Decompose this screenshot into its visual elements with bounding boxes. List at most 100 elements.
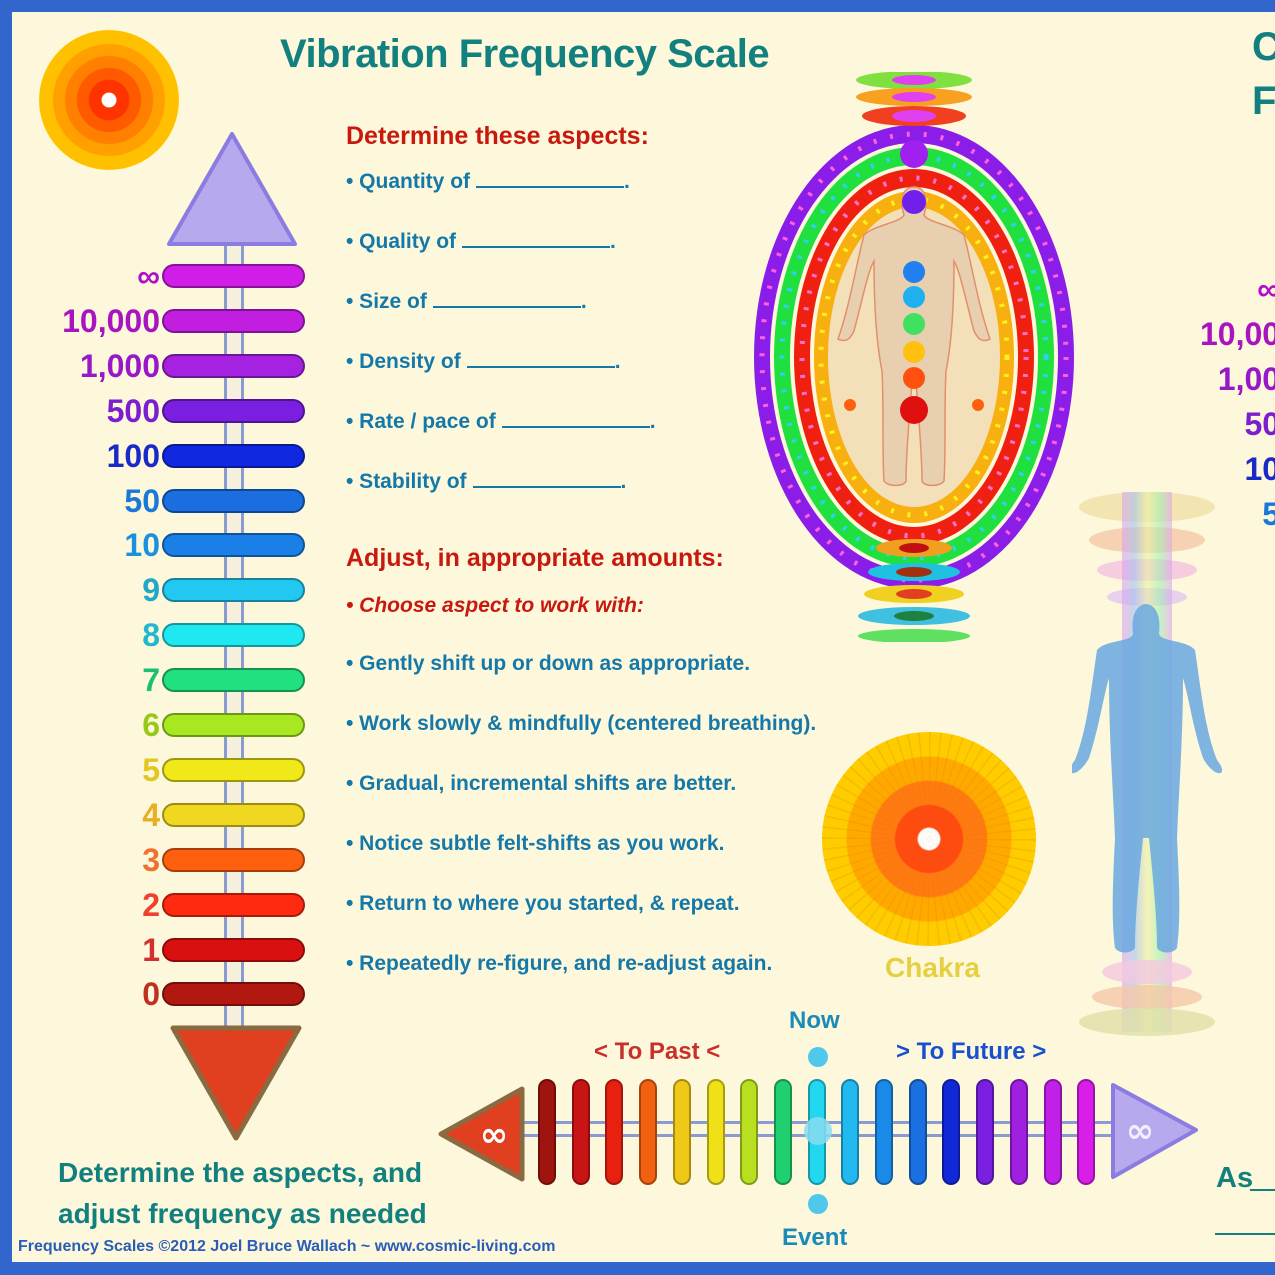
scale-level-label: ∞ [137, 258, 160, 294]
determine-item-label: • Quantity of [346, 170, 471, 193]
past-infinity-arrow-icon: ∞ [438, 1086, 525, 1182]
scale-level: 500 [12, 389, 322, 433]
svg-text:∞: ∞ [480, 1115, 508, 1155]
determine-item-label: • Quality of [346, 230, 457, 253]
scale-level-label: 2 [142, 886, 160, 923]
adjust-item: • Return to where you started, & repeat. [346, 892, 740, 915]
adjust-item: • Gently shift up or down as appropriate… [346, 652, 751, 675]
footer-credit: Frequency Scales ©2012 Joel Bruce Wallac… [18, 1238, 556, 1255]
timeline-bar [672, 1079, 691, 1185]
scale-level-bar [162, 578, 305, 603]
scale-level-bar [162, 264, 305, 288]
fill-in-blank [501, 412, 650, 428]
scale-level-bar [162, 937, 305, 962]
chakra-label: Chakra [885, 952, 980, 983]
scale-level-label: 0 [142, 976, 160, 1013]
page-title: Vibration Frequency Scale [280, 32, 770, 76]
scale-level: 8 [12, 613, 322, 657]
scale-level-label: 50 [124, 482, 160, 519]
scale-level: 4 [12, 793, 322, 837]
scale-level: 2 [12, 883, 322, 927]
event-dot [808, 1194, 828, 1214]
scale-level: 7 [12, 658, 322, 702]
timeline-bar [773, 1079, 792, 1185]
scale-level-bar [162, 847, 305, 872]
scale-level: 0 [12, 972, 322, 1016]
timeline-bar [740, 1079, 759, 1185]
determine-item: • Stability of. [346, 470, 627, 493]
determine-item: • Rate / pace of. [346, 410, 656, 433]
adjust-heading: Adjust, in appropriate amounts: [346, 544, 724, 572]
scale-level-label: 10,000 [62, 302, 160, 339]
scale-level: 10 [12, 523, 322, 567]
scale-level-label: 100 [106, 437, 160, 474]
frequency-scale: ∞ 10,000 1,000 500 100 50 10 9 8 7 6 5 4 3 2 1 0 [12, 254, 322, 1014]
scale-level: 50 [12, 479, 322, 523]
energy-body-illustration [1072, 492, 1222, 1036]
scale-level-bar [162, 623, 305, 648]
timeline-bar [976, 1079, 995, 1185]
timeline-bar [908, 1079, 927, 1185]
fill-in-blank [476, 172, 625, 188]
now-dot [808, 1047, 828, 1067]
fill-in-blank [466, 352, 615, 368]
scale-level-label: 7 [142, 662, 160, 699]
determine-item: • Quantity of. [346, 170, 630, 193]
determine-heading: Determine these aspects: [346, 122, 649, 150]
up-arrow-icon [167, 132, 297, 246]
timeline-bar [639, 1079, 658, 1185]
determine-item: • Density of. [346, 350, 621, 373]
scale-level: 1 [12, 928, 322, 972]
scale-level-label: 500 [106, 392, 160, 429]
timeline-bar [706, 1079, 725, 1185]
choose-aspect-text: • Choose aspect to work with: [346, 594, 644, 617]
adjust-item: • Repeatedly re-figure, and re-adjust ag… [346, 952, 773, 975]
now-label: Now [789, 1007, 840, 1034]
scale-level-bar [162, 982, 305, 1007]
determine-item-label: • Stability of [346, 470, 467, 493]
scale-level-label: 10 [124, 527, 160, 564]
determine-item-label: • Size of [346, 290, 427, 313]
right-panel-title: C F [1252, 25, 1275, 123]
scale-level-bar [162, 488, 305, 513]
scale-level-bar [162, 802, 305, 827]
timeline-bar [1009, 1079, 1028, 1185]
aura-body-illustration [754, 72, 1074, 642]
scale-level-label: 3 [142, 841, 160, 878]
as-label: As [1216, 1162, 1254, 1194]
adjust-item: • Notice subtle felt-shifts as you work. [346, 832, 725, 855]
scale-level: 9 [12, 568, 322, 612]
determine-item-label: • Density of [346, 350, 461, 373]
scale-level-label: 1,000 [79, 347, 160, 384]
sun-icon [39, 30, 179, 170]
scale-level-bar [162, 353, 305, 378]
scale-level: 100 [12, 434, 322, 478]
adjust-item: • Gradual, incremental shifts are better… [346, 772, 737, 795]
timeline-bar [538, 1079, 556, 1185]
scale-level-bar [162, 308, 305, 333]
fill-in-blank [462, 232, 611, 248]
as-blank-line-2 [1215, 1233, 1275, 1235]
timeline-bar [571, 1079, 590, 1185]
timeline-bar [875, 1079, 893, 1185]
scale-level-label: 1 [142, 931, 160, 968]
timeline-bar [1077, 1079, 1096, 1185]
current-position-marker [804, 1117, 832, 1145]
scale-level: 3 [12, 838, 322, 882]
determine-item-label: • Rate / pace of [346, 410, 496, 433]
determine-item: • Quality of. [346, 230, 616, 253]
scale-level-bar [162, 757, 305, 782]
svg-text:∞: ∞ [1126, 1111, 1154, 1151]
right-scale-labels: ∞ 10,00 1,00 50 10 5 [1200, 271, 1275, 532]
scale-level: 6 [12, 703, 322, 747]
timeline-bar [942, 1079, 961, 1185]
down-arrow-icon [170, 1025, 302, 1141]
future-infinity-arrow-icon: ∞ [1111, 1083, 1198, 1179]
scale-level: 1,000 [12, 344, 322, 388]
to-future-label: > To Future > [896, 1038, 1047, 1065]
scale-level-label: 6 [142, 707, 160, 743]
scale-level-label: 4 [142, 796, 160, 833]
chakra-icon [822, 732, 1036, 946]
bottom-note: Determine the aspects, and adjust freque… [58, 1157, 427, 1229]
timeline-bar [605, 1079, 624, 1185]
